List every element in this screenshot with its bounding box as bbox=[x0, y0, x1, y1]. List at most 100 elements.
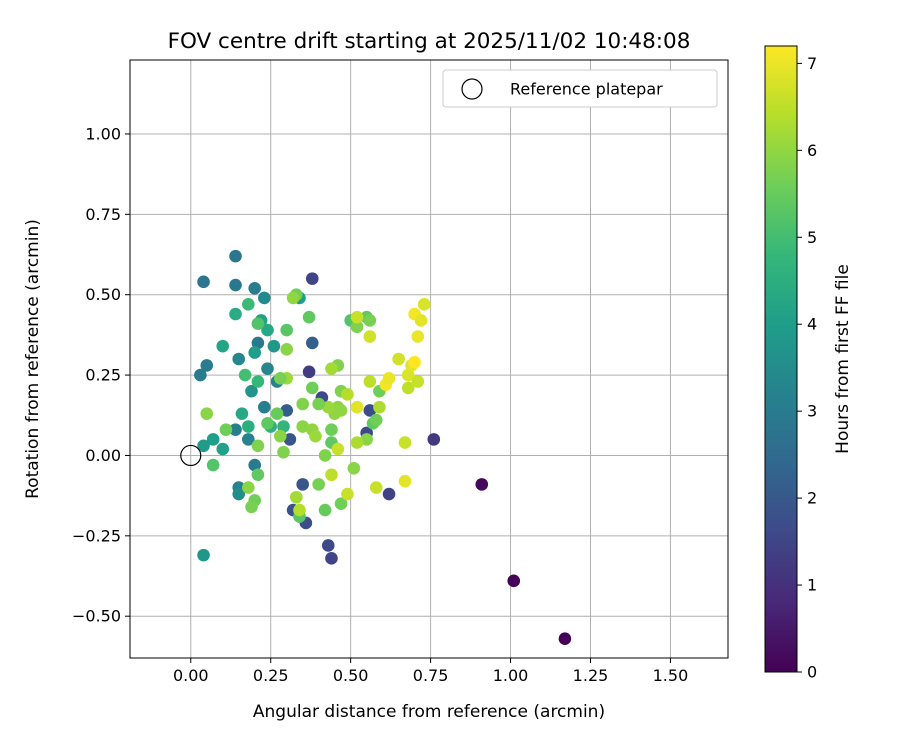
data-point bbox=[229, 249, 242, 263]
data-point bbox=[350, 310, 364, 324]
data-point bbox=[398, 474, 412, 488]
data-point bbox=[392, 352, 405, 366]
data-point bbox=[197, 548, 210, 562]
data-point bbox=[302, 365, 316, 379]
data-point bbox=[309, 429, 322, 443]
colorbar-tick-label: 1 bbox=[807, 576, 817, 595]
data-point bbox=[248, 458, 262, 472]
data-point bbox=[382, 487, 396, 501]
data-point bbox=[248, 281, 262, 295]
data-point bbox=[261, 362, 274, 375]
data-point bbox=[325, 468, 338, 482]
data-point bbox=[401, 381, 415, 395]
grid-lines bbox=[130, 60, 728, 658]
data-point bbox=[283, 433, 297, 446]
data-point bbox=[347, 462, 361, 475]
colorbar-tick-label: 0 bbox=[807, 663, 817, 682]
chart-title: FOV centre drift starting at 2025/11/02 … bbox=[168, 29, 691, 54]
data-point bbox=[398, 436, 412, 449]
data-point bbox=[417, 298, 431, 311]
legend-label-reference: Reference platepar bbox=[510, 80, 663, 99]
data-point bbox=[325, 552, 338, 565]
data-point bbox=[242, 298, 255, 311]
plot-frame bbox=[129, 59, 729, 659]
data-point bbox=[251, 317, 265, 330]
data-point bbox=[194, 368, 207, 382]
colorbar-tick-label: 6 bbox=[807, 141, 817, 160]
x-tick-label: 0.50 bbox=[333, 666, 369, 685]
data-point bbox=[341, 388, 354, 401]
data-point bbox=[200, 359, 214, 372]
data-point bbox=[296, 478, 309, 491]
data-point bbox=[331, 442, 345, 456]
x-tick-label: 1.25 bbox=[573, 666, 609, 685]
colorbar: 0 1 2 3 4 5 6 7 Hours from first FF file bbox=[764, 45, 853, 682]
data-point bbox=[280, 343, 293, 356]
data-point bbox=[318, 449, 332, 462]
data-point bbox=[558, 632, 572, 646]
data-point bbox=[293, 503, 306, 517]
data-point bbox=[277, 420, 290, 433]
data-point bbox=[248, 346, 262, 359]
data-point bbox=[369, 413, 383, 427]
x-tick-label: 1.50 bbox=[653, 666, 689, 685]
data-point bbox=[360, 433, 373, 446]
data-point bbox=[411, 330, 425, 343]
data-point bbox=[414, 314, 428, 327]
colorbar-tick-label: 5 bbox=[807, 228, 817, 247]
data-point bbox=[312, 397, 325, 411]
data-point bbox=[325, 423, 338, 437]
data-point bbox=[408, 355, 421, 369]
data-point bbox=[219, 423, 233, 437]
data-point bbox=[273, 371, 287, 385]
x-tick-label: 0.00 bbox=[173, 666, 209, 685]
data-point bbox=[270, 407, 284, 420]
data-point bbox=[341, 487, 354, 501]
data-point bbox=[206, 458, 220, 472]
colorbar-tick-label: 2 bbox=[807, 489, 817, 508]
data-point bbox=[350, 400, 364, 414]
data-point bbox=[507, 574, 521, 588]
data-point bbox=[251, 375, 265, 388]
data-point bbox=[242, 433, 255, 446]
data-point bbox=[235, 407, 249, 420]
x-tick-label: 0.25 bbox=[253, 666, 289, 685]
data-point bbox=[318, 503, 332, 517]
x-axis-label: Angular distance from reference (arcmin) bbox=[253, 702, 605, 722]
data-point bbox=[200, 407, 214, 420]
data-point bbox=[229, 307, 242, 321]
y-tick-label: −0.25 bbox=[72, 526, 121, 545]
data-point bbox=[277, 445, 290, 459]
y-tick-label: 1.00 bbox=[85, 124, 121, 143]
y-tick-label: 0.50 bbox=[85, 285, 121, 304]
data-point bbox=[280, 323, 293, 337]
x-tick-label: 0.75 bbox=[413, 666, 449, 685]
data-points bbox=[194, 249, 572, 646]
data-point bbox=[245, 500, 258, 514]
reference-layer bbox=[180, 444, 202, 467]
y-tick-label: 0.00 bbox=[85, 446, 121, 465]
data-point bbox=[280, 404, 293, 417]
data-point bbox=[305, 272, 319, 285]
y-tick-label: 0.75 bbox=[85, 205, 121, 224]
x-axis-ticks: 0.00 0.25 0.50 0.75 1.00 1.25 1.50 bbox=[173, 658, 688, 685]
data-point bbox=[296, 420, 309, 433]
data-point bbox=[334, 497, 348, 510]
data-point bbox=[229, 423, 242, 437]
data-point bbox=[350, 320, 364, 334]
data-point bbox=[373, 400, 386, 414]
colorbar-gradient bbox=[764, 45, 798, 673]
colorbar-tick-label: 4 bbox=[807, 315, 817, 334]
data-point bbox=[242, 481, 255, 494]
data-point bbox=[258, 291, 271, 305]
colorbar-label: Hours from first FF file bbox=[833, 264, 853, 454]
data-point bbox=[251, 336, 265, 350]
data-point bbox=[312, 478, 325, 491]
data-point bbox=[350, 436, 364, 449]
data-point bbox=[216, 339, 230, 353]
data-point bbox=[305, 336, 319, 350]
data-point bbox=[475, 478, 489, 491]
colorbar-ticks: 0 1 2 3 4 5 6 7 bbox=[797, 54, 817, 682]
legend-box bbox=[442, 69, 718, 108]
